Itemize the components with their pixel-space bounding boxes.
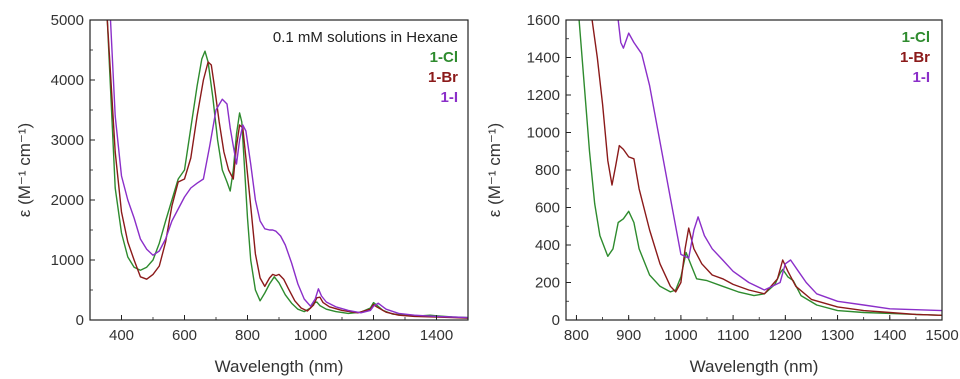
legend-entry-1-cl: 1-Cl [902,29,930,46]
x-tick-label: 1500 [925,327,958,344]
y-tick-label: 600 [535,200,560,217]
y-tick-label: 1200 [527,87,560,104]
y-tick-label: 5000 [51,12,84,29]
x-tick-label: 900 [616,327,641,344]
y-tick-label: 2000 [51,192,84,209]
legend-entry-1-br: 1-Br [428,69,458,86]
x-tick-label: 600 [172,327,197,344]
y-tick-label: 800 [535,162,560,179]
x-tick-label: 800 [564,327,589,344]
y-tick-label: 1600 [527,12,560,29]
x-tick-label: 1200 [769,327,802,344]
y-tick-label: 1000 [51,252,84,269]
chart-annotation: 0.1 mM solutions in Hexane [273,29,458,46]
series-line-1-br [591,20,942,316]
y-tick-label: 4000 [51,72,84,89]
plot-frame [565,19,943,321]
legend-entry-1-i: 1-I [912,69,930,86]
x-tick-label: 1000 [294,327,327,344]
x-tick-label: 400 [109,327,134,344]
x-tick-label: 800 [235,327,260,344]
legend-entry-1-cl: 1-Cl [430,49,458,66]
y-axis-label: ε (M⁻¹ cm⁻¹) [485,123,504,217]
y-tick-label: 1000 [527,125,560,142]
series-line-1-br [106,20,468,319]
x-axis-label: Wavelength (nm) [215,357,344,376]
y-tick-label: 400 [535,237,560,254]
x-axis-label: Wavelength (nm) [690,357,819,376]
y-tick-label: 3000 [51,132,84,149]
left-panel: 400 600 800 1000 1200 1400 0 1000 2000 3000 4000 50… [15,12,469,376]
y-axis-label: ε (M⁻¹ cm⁻¹) [15,123,34,217]
series-line-1-cl [578,20,942,316]
x-tick-label: 1300 [821,327,854,344]
y-tick-label: 200 [535,275,560,292]
series-line-1-i [109,20,468,319]
y-tick-label: 1400 [527,50,560,67]
x-tick-label: 1100 [717,327,749,344]
right-panel: 800 900 1000 1100 1200 1300 1400 1500 0 200 400 600… [485,12,959,376]
y-tick-label: 0 [552,312,560,329]
y-tick-label: 0 [76,312,84,329]
legend-entry-1-br: 1-Br [900,49,930,66]
x-tick-label: 1000 [664,327,697,344]
x-tick-label: 1400 [420,327,453,344]
x-tick-label: 1400 [873,327,906,344]
series-line-1-i [617,20,942,312]
series-line-1-cl [106,20,468,319]
x-tick-label: 1200 [357,327,390,344]
legend-entry-1-i: 1-I [440,89,458,106]
